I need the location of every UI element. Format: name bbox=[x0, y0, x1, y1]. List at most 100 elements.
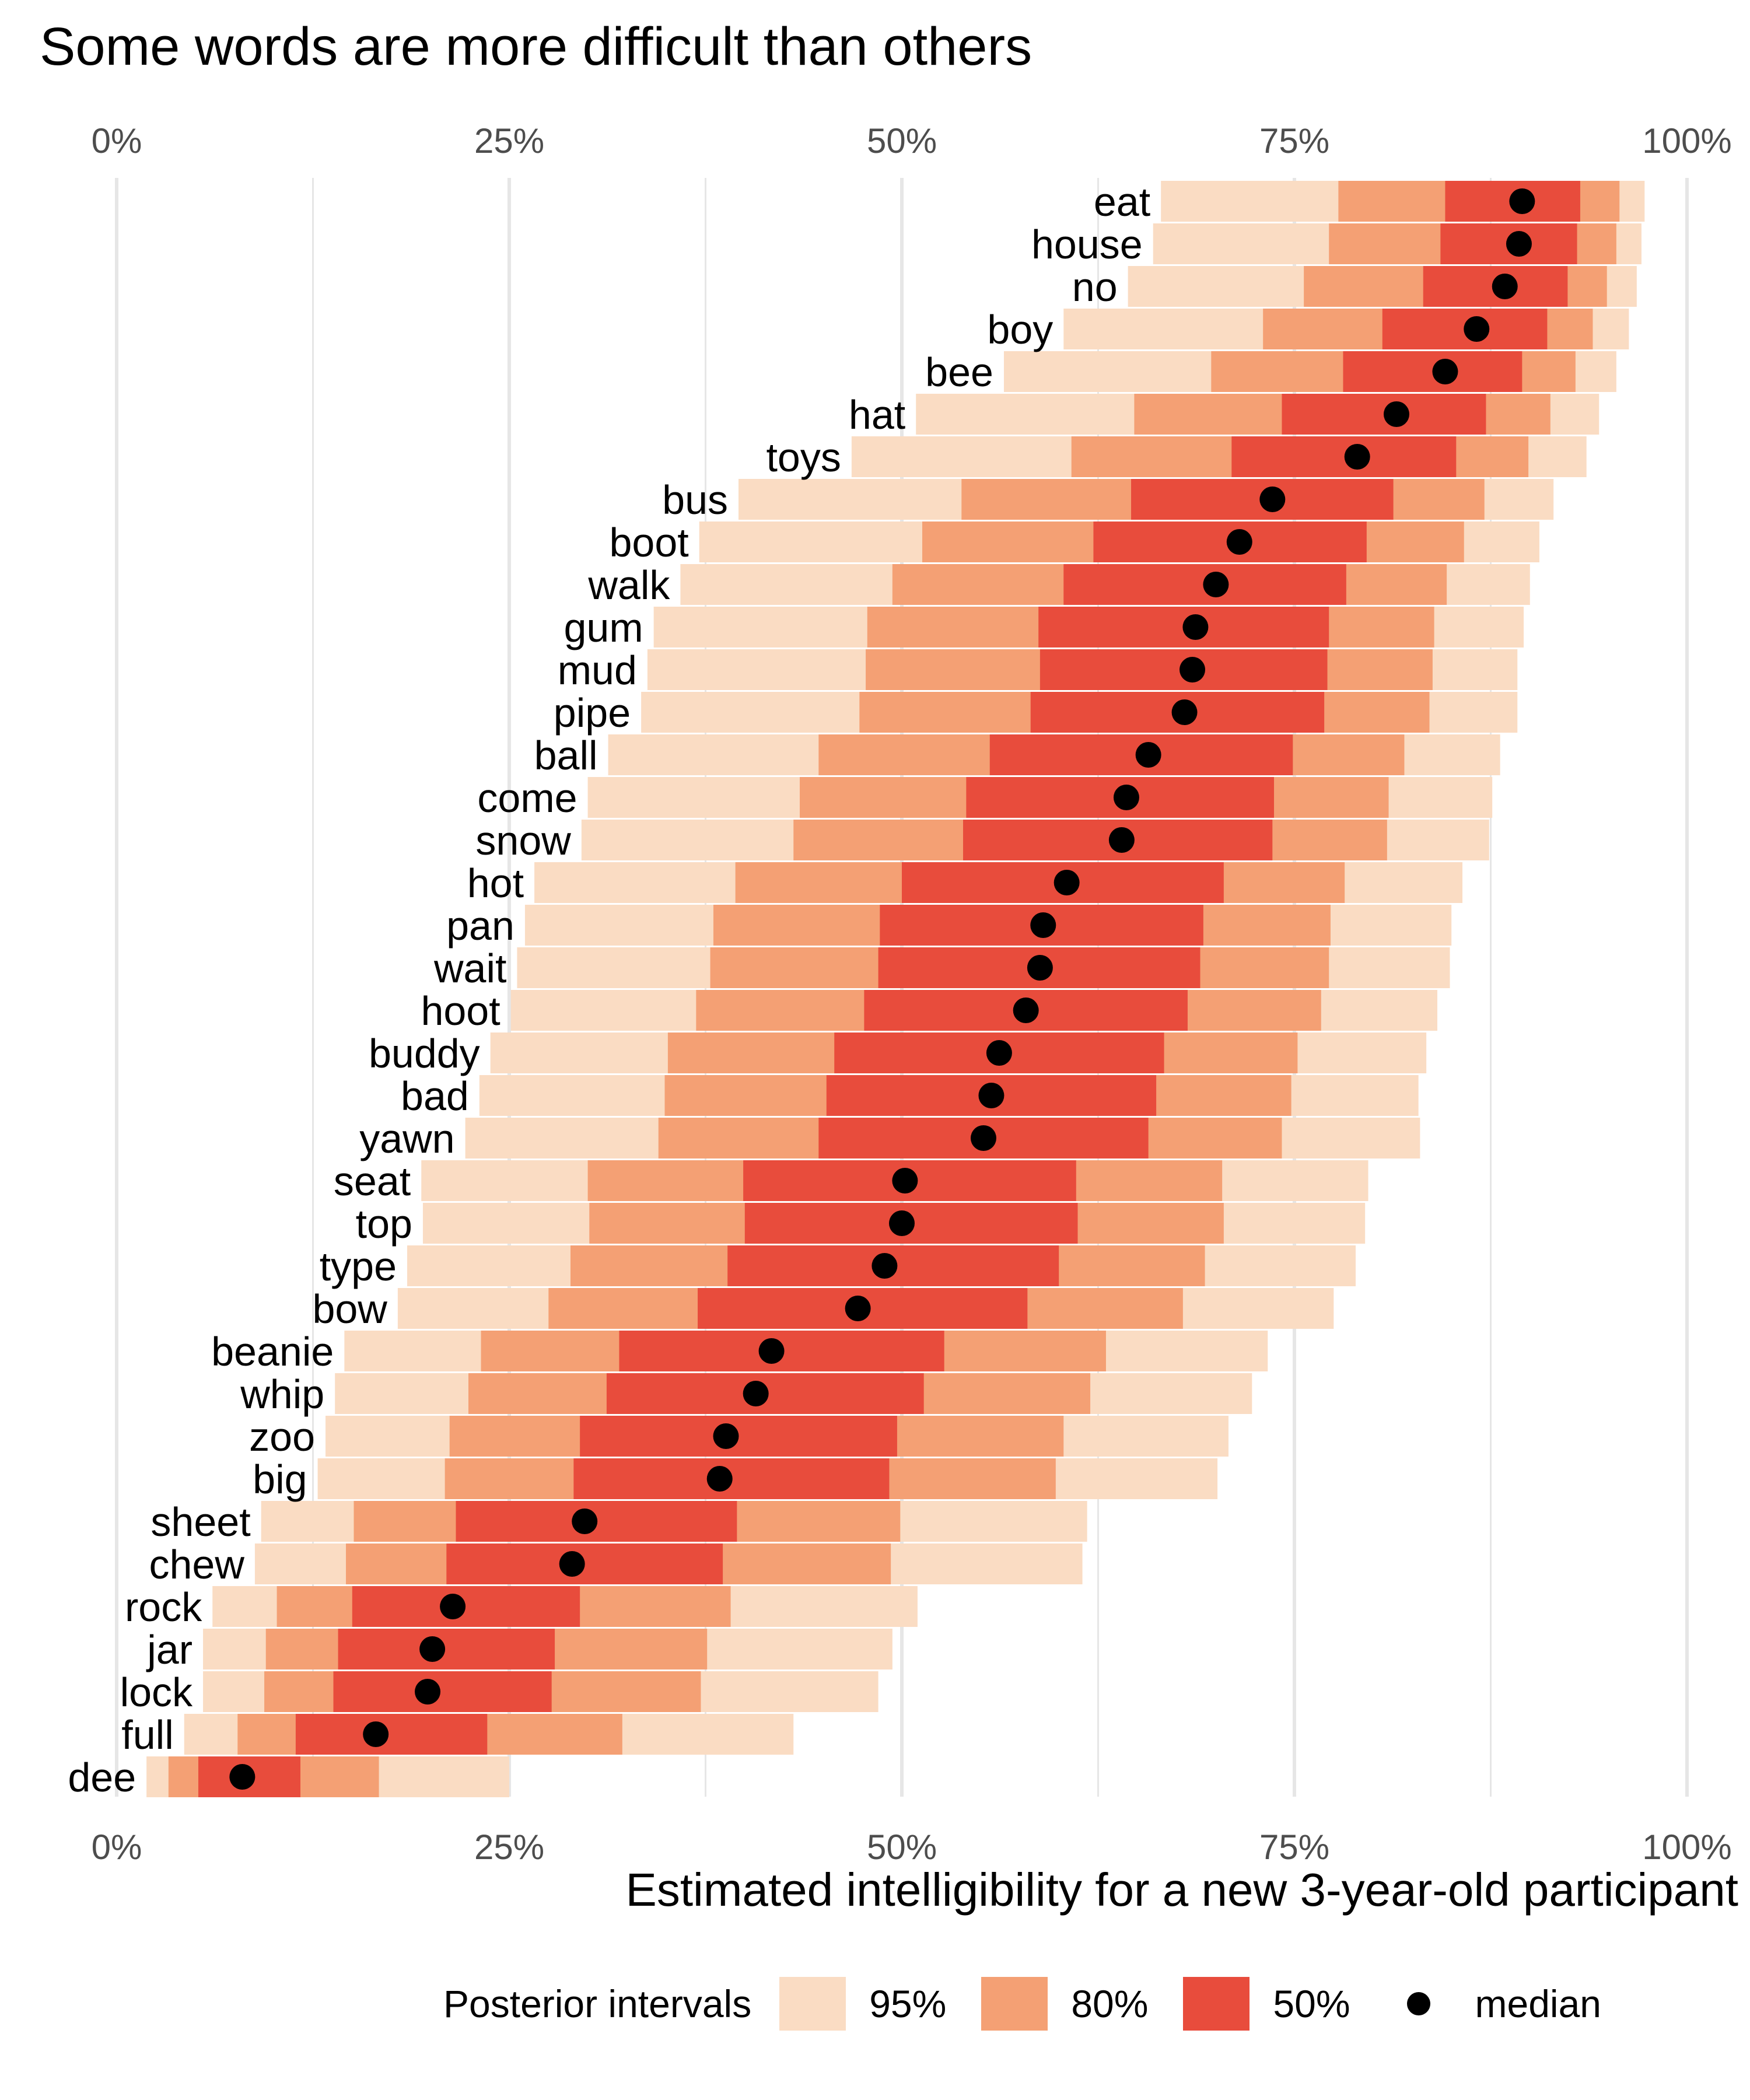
word-label: lock bbox=[120, 1670, 193, 1715]
median-dot-icon bbox=[1406, 1992, 1430, 2015]
median-point bbox=[572, 1508, 598, 1534]
median-point bbox=[889, 1210, 915, 1236]
word-row-chew bbox=[254, 1544, 1083, 1584]
word-row-sheet bbox=[261, 1501, 1087, 1542]
word-label: hoot bbox=[421, 988, 500, 1034]
median-point bbox=[978, 1083, 1005, 1108]
word-label: wait bbox=[433, 946, 506, 991]
word-label: buddy bbox=[369, 1031, 480, 1076]
median-point bbox=[706, 1466, 733, 1492]
median-point bbox=[363, 1721, 389, 1747]
x-tick-label-top: 100% bbox=[1642, 121, 1731, 160]
median-point bbox=[872, 1253, 898, 1279]
median-point bbox=[1054, 870, 1080, 895]
median-point bbox=[1027, 955, 1053, 981]
legend-label-median: median bbox=[1475, 1982, 1601, 2025]
word-row-boy bbox=[1063, 309, 1629, 349]
word-row-type bbox=[407, 1245, 1356, 1286]
median-point bbox=[1383, 401, 1409, 427]
median-point bbox=[743, 1381, 769, 1406]
word-label: whip bbox=[240, 1371, 324, 1417]
word-row-house bbox=[1153, 223, 1642, 264]
word-label: chew bbox=[149, 1542, 244, 1587]
legend-label-50: 50% bbox=[1273, 1982, 1350, 2025]
word-row-zoo bbox=[326, 1416, 1228, 1457]
median-point bbox=[1135, 742, 1161, 768]
median-point bbox=[1030, 912, 1056, 938]
x-tick-label-bottom: 100% bbox=[1642, 1828, 1731, 1867]
word-row-seat bbox=[421, 1160, 1368, 1201]
word-row-no bbox=[1128, 266, 1637, 307]
legend-label-80: 80% bbox=[1071, 1982, 1149, 2025]
word-label: bee bbox=[925, 349, 993, 395]
median-point bbox=[1182, 614, 1209, 640]
legend-swatch-95 bbox=[779, 1977, 846, 2031]
median-point bbox=[1226, 529, 1252, 555]
median-point bbox=[1464, 316, 1490, 342]
median-point bbox=[419, 1636, 446, 1662]
x-tick-label-bottom: 50% bbox=[867, 1828, 937, 1867]
word-row-bad bbox=[479, 1075, 1419, 1116]
median-point bbox=[1259, 487, 1286, 512]
legend-swatch-50 bbox=[1183, 1977, 1250, 2031]
word-row-big bbox=[317, 1458, 1218, 1499]
word-row-rock bbox=[212, 1586, 918, 1627]
median-point bbox=[229, 1764, 256, 1790]
word-row-pan bbox=[524, 905, 1452, 946]
word-row-beanie bbox=[344, 1331, 1268, 1371]
word-row-boot bbox=[699, 522, 1539, 562]
x-tick-label-bottom: 75% bbox=[1259, 1828, 1329, 1867]
word-label: gum bbox=[564, 605, 643, 650]
median-point bbox=[758, 1338, 785, 1364]
word-row-whip bbox=[335, 1373, 1252, 1414]
median-point bbox=[1113, 785, 1139, 810]
word-label: rock bbox=[125, 1584, 202, 1630]
word-row-buddy bbox=[490, 1032, 1427, 1073]
interval-50-bar bbox=[1231, 436, 1457, 477]
word-label: jar bbox=[146, 1627, 192, 1672]
median-point bbox=[1013, 998, 1039, 1023]
chart-title: Some words are more difficult than other… bbox=[40, 17, 1032, 76]
median-point bbox=[845, 1296, 871, 1321]
x-axis-top: 0% 25% 50% 75% 100% bbox=[92, 121, 1732, 160]
interval-50-bar bbox=[333, 1671, 552, 1712]
median-point bbox=[559, 1551, 585, 1577]
median-point bbox=[1344, 444, 1370, 470]
median-point bbox=[415, 1679, 441, 1704]
word-row-dee bbox=[146, 1756, 509, 1797]
word-label: zoo bbox=[249, 1414, 315, 1460]
word-label: eat bbox=[1094, 179, 1150, 225]
word-label: dee bbox=[68, 1755, 136, 1800]
word-label: hot bbox=[467, 860, 524, 906]
median-point bbox=[1432, 359, 1458, 384]
legend-swatch-median bbox=[1385, 1977, 1452, 2031]
word-row-wait bbox=[517, 947, 1450, 988]
legend-label-95: 95% bbox=[869, 1982, 947, 2025]
median-point bbox=[1203, 572, 1229, 597]
word-label: full bbox=[121, 1712, 173, 1758]
word-row-jar bbox=[203, 1629, 892, 1670]
word-row-yawn bbox=[465, 1118, 1420, 1158]
word-label: come bbox=[477, 775, 577, 821]
word-label: house bbox=[1031, 222, 1143, 267]
word-row-pipe bbox=[641, 692, 1518, 733]
word-label: bus bbox=[662, 477, 728, 523]
word-label: top bbox=[356, 1201, 412, 1247]
word-row-toys bbox=[851, 436, 1587, 477]
word-label: seat bbox=[334, 1158, 411, 1204]
legend: Posterior intervals 95% 80% 50% median bbox=[443, 1972, 1636, 2036]
x-tick-label-top: 0% bbox=[92, 121, 142, 160]
word-label: no bbox=[1072, 264, 1118, 310]
median-point bbox=[1108, 827, 1135, 853]
word-label: hat bbox=[849, 392, 905, 438]
x-tick-label-bottom: 25% bbox=[474, 1828, 544, 1867]
word-label: toys bbox=[766, 435, 841, 480]
x-tick-label-top: 25% bbox=[474, 121, 544, 160]
word-label: bad bbox=[401, 1073, 469, 1119]
word-label: beanie bbox=[211, 1329, 334, 1374]
word-row-full bbox=[184, 1714, 794, 1755]
median-point bbox=[713, 1423, 739, 1449]
word-row-walk bbox=[680, 564, 1530, 605]
word-label: yawn bbox=[359, 1116, 454, 1161]
